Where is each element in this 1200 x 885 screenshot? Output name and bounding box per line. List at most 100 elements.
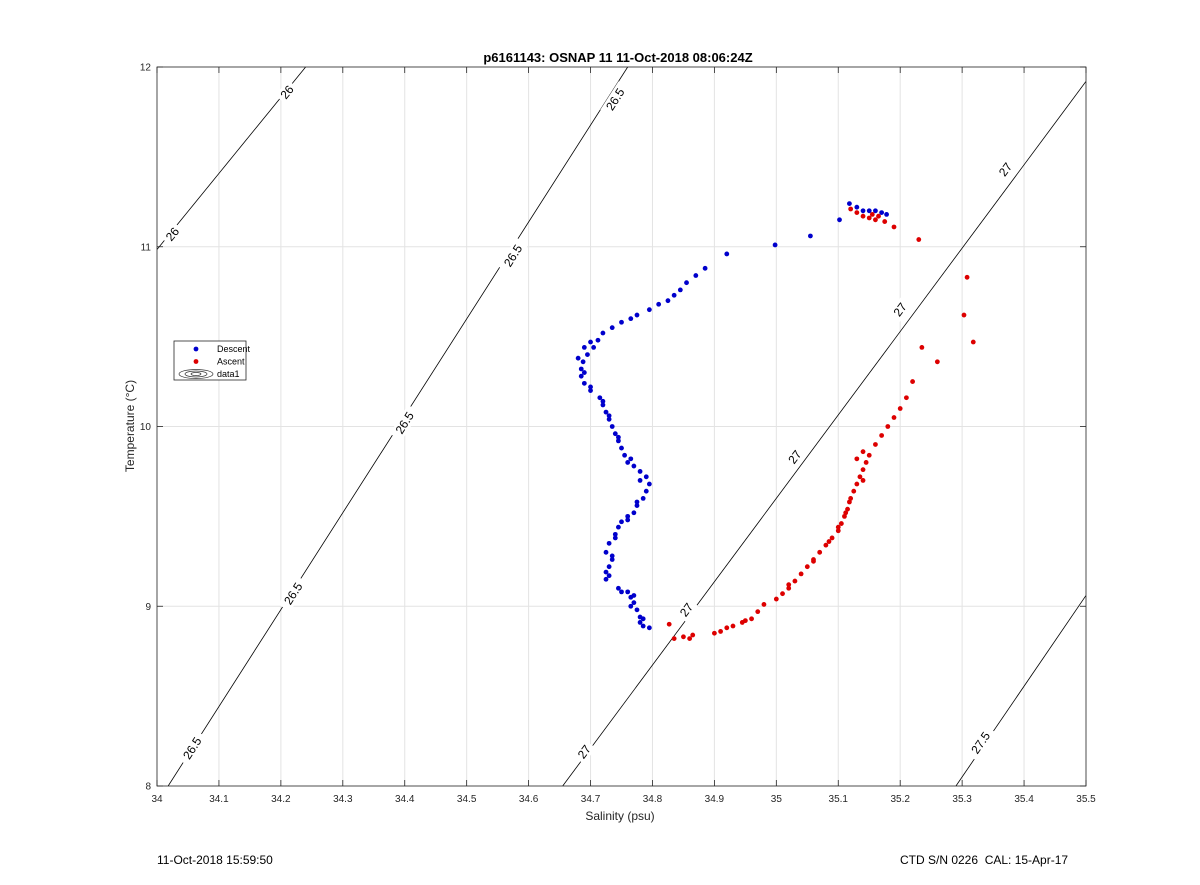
x-tick-label: 35.5 <box>1076 794 1096 805</box>
ascent-point <box>773 596 779 602</box>
descent-point <box>578 373 584 379</box>
ascent-point <box>897 406 903 411</box>
descent-point <box>616 585 621 591</box>
ascent-point <box>742 618 748 624</box>
ascent-point <box>666 621 672 627</box>
descent-point <box>628 316 634 322</box>
descent-point <box>625 513 631 519</box>
ascent-point <box>835 524 841 530</box>
descent-point <box>646 625 652 631</box>
y-axis-label: Temperature (°C) <box>123 380 137 472</box>
contour-label-bg <box>572 739 596 765</box>
ascent-point <box>786 585 792 591</box>
x-tick-label: 35 <box>771 794 783 805</box>
legend-box <box>173 340 247 381</box>
descent-point <box>619 589 624 595</box>
ascent-point <box>798 571 804 577</box>
ascent-point <box>860 478 866 483</box>
descent-point <box>619 445 624 451</box>
descent-point <box>637 478 643 483</box>
ascent-point <box>786 582 792 588</box>
ascent-point <box>845 506 850 512</box>
ascent-point <box>851 488 857 494</box>
x-tick-label: 35.1 <box>829 794 849 805</box>
descent-point <box>837 217 842 223</box>
ascent-point <box>876 213 881 219</box>
x-axis-ticks: 34 34.1 34.2 34.3 34.4 34.5 34.6 34.7 34.8 34.9 35… <box>151 67 1096 805</box>
descent-point <box>640 623 646 629</box>
ascent-point <box>857 474 863 480</box>
descent-point <box>600 330 606 336</box>
ascent-point <box>843 510 849 516</box>
legend: Descent Ascent data1 <box>173 340 251 381</box>
descent-point <box>606 413 612 419</box>
descent-point <box>634 312 640 318</box>
ascent-point <box>755 609 761 615</box>
ascent-point <box>847 499 852 505</box>
ascent-point <box>903 395 909 401</box>
grid-lines <box>156 66 1087 787</box>
x-tick-label: 34.2 <box>271 794 291 805</box>
x-tick-label: 34.5 <box>457 794 477 805</box>
descent-point <box>619 519 624 525</box>
ascent-point <box>885 424 891 429</box>
contour-label-bg <box>783 444 807 470</box>
x-tick-label: 34 <box>151 794 163 805</box>
x-tick-label: 34.6 <box>519 794 539 805</box>
descent-point <box>581 380 587 386</box>
descent-point <box>866 208 872 214</box>
descent-point <box>595 337 601 343</box>
descent-point <box>609 424 615 429</box>
ascent-point <box>869 211 875 217</box>
chart-title: p6161143: OSNAP 11 11-Oct-2018 08:06:24Z <box>483 50 752 65</box>
ascent-point <box>804 564 810 570</box>
descent-point <box>724 251 730 257</box>
descent-point <box>628 594 634 600</box>
descent-point <box>580 359 586 365</box>
ascent-point <box>780 591 785 597</box>
ascent-point <box>964 274 970 280</box>
ascent-point <box>718 629 723 634</box>
contour-label-bg <box>389 404 420 441</box>
descent-point <box>609 557 615 562</box>
descent-point <box>603 576 609 582</box>
descent-point <box>631 510 637 516</box>
contour-label-bg <box>498 237 529 274</box>
ascent-point <box>961 312 967 318</box>
ascent-point <box>873 442 878 447</box>
descent-point <box>772 242 778 248</box>
data-series <box>575 201 976 642</box>
ascent-point <box>749 616 754 622</box>
descent-point <box>884 211 889 217</box>
descent-point <box>646 307 652 313</box>
descent-point <box>634 503 640 508</box>
legend-label-descent: Descent <box>217 344 251 354</box>
y-axis-ticks: 8 9 10 11 12 <box>140 63 1086 793</box>
ascent-point <box>860 449 866 455</box>
ascent-point <box>873 217 878 223</box>
descent-point <box>693 273 699 278</box>
y-tick-label: 11 <box>141 242 152 253</box>
descent-point <box>588 339 593 345</box>
descent-point <box>702 265 708 271</box>
legend-contour-icon <box>178 369 214 379</box>
y-tick-label: 8 <box>145 782 151 793</box>
contour-label-bg <box>965 724 997 761</box>
contour-label-bg <box>674 597 699 623</box>
ascent-point <box>817 549 823 555</box>
descent-point <box>622 452 627 458</box>
contour-label-bg <box>160 221 185 247</box>
contour-label-bg <box>278 575 309 612</box>
descent-point <box>637 620 643 625</box>
descent-point <box>640 496 646 501</box>
ascent-point <box>826 539 832 544</box>
descent-point <box>585 352 590 357</box>
y-tick-label: 10 <box>140 422 152 433</box>
ascent-point <box>879 433 885 438</box>
x-tick-label: 34.4 <box>395 794 415 805</box>
descent-point <box>575 355 581 361</box>
footer-calibration: CTD S/N 0226 CAL: 15-Apr-17 <box>900 853 1069 867</box>
descent-point <box>637 469 643 474</box>
